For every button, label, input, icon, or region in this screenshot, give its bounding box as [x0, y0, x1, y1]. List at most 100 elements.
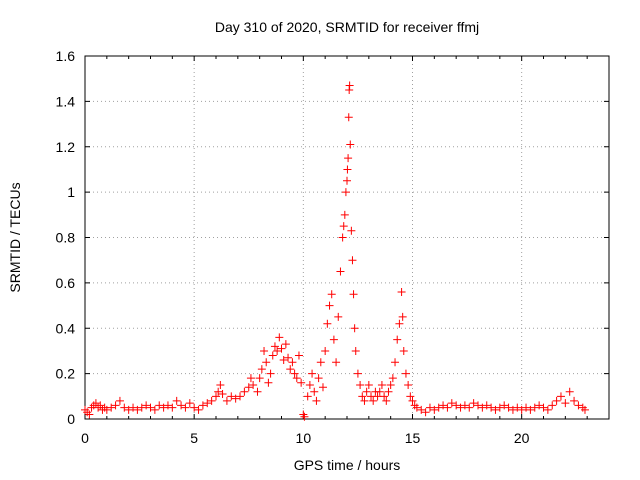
data-point: [297, 378, 306, 387]
data-point: [288, 358, 297, 367]
data-point: [447, 399, 456, 408]
data-point: [294, 351, 303, 360]
data-point: [349, 290, 358, 299]
data-point: [299, 410, 308, 419]
y-axis-label: SRMTID / TECUs: [7, 182, 23, 292]
data-point: [172, 396, 181, 405]
data-point: [548, 401, 557, 410]
data-point: [408, 396, 417, 405]
data-point: [264, 378, 273, 387]
data-point: [401, 369, 410, 378]
data-point: [142, 401, 151, 410]
data-points: [81, 81, 589, 421]
data-point: [286, 365, 295, 374]
data-point: [124, 405, 133, 414]
data-point: [574, 401, 583, 410]
data-point: [290, 369, 299, 378]
data-point: [129, 403, 138, 412]
data-point: [85, 410, 94, 419]
data-point: [344, 113, 353, 122]
data-point: [578, 403, 587, 412]
data-point: [190, 403, 199, 412]
data-point: [266, 369, 275, 378]
data-point: [456, 403, 465, 412]
data-point: [270, 342, 279, 351]
data-point: [465, 403, 474, 412]
data-point: [469, 399, 478, 408]
y-tick-label: 1.4: [56, 93, 76, 109]
data-point: [504, 403, 513, 412]
data-point: [350, 324, 359, 333]
data-point: [227, 392, 236, 401]
data-point: [207, 396, 216, 405]
data-point: [380, 392, 389, 401]
data-point: [96, 401, 105, 410]
data-point: [262, 358, 271, 367]
data-point: [348, 256, 357, 265]
data-point: [346, 140, 355, 149]
data-point: [530, 403, 539, 412]
data-point: [91, 399, 100, 408]
data-point: [314, 374, 323, 383]
data-point: [410, 401, 419, 410]
data-point: [377, 380, 386, 389]
data-point: [344, 154, 353, 163]
data-point: [146, 403, 155, 412]
data-point: [275, 333, 284, 342]
data-point: [214, 387, 223, 396]
data-point: [412, 403, 421, 412]
data-point: [325, 301, 334, 310]
data-point: [487, 403, 496, 412]
data-point: [277, 344, 286, 353]
data-point: [364, 380, 373, 389]
data-point: [439, 401, 448, 410]
data-point: [425, 403, 434, 412]
x-tick-label: 15: [405, 430, 421, 446]
data-point: [565, 387, 574, 396]
data-point: [495, 403, 504, 412]
data-point: [198, 401, 207, 410]
axes-layer: 0 5 10 15 20 0 0.2 0.4 0.6 0.8 1 1.2 1.4 1.6: [56, 48, 610, 446]
data-point: [279, 356, 288, 365]
data-point: [421, 408, 430, 417]
data-point: [356, 380, 365, 389]
data-point: [338, 233, 347, 242]
data-point: [284, 353, 293, 362]
data-point: [168, 403, 177, 412]
data-point: [513, 403, 522, 412]
data-point: [386, 380, 395, 389]
plot-frame: [84, 55, 610, 420]
data-point: [334, 312, 343, 321]
data-point: [360, 396, 369, 405]
data-point: [292, 374, 301, 383]
data-point: [240, 387, 249, 396]
y-tick-label: 0: [67, 411, 75, 427]
data-point: [404, 380, 413, 389]
data-point: [343, 176, 351, 185]
data-point: [391, 358, 400, 367]
data-point: [321, 346, 330, 355]
data-point: [107, 403, 116, 412]
data-point: [500, 401, 509, 410]
data-point: [397, 287, 406, 296]
data-point: [347, 226, 356, 235]
data-point: [358, 392, 367, 401]
data-point: [177, 401, 186, 410]
data-point: [460, 401, 469, 410]
data-point: [339, 222, 348, 231]
data-point: [341, 188, 350, 197]
data-point: [556, 392, 565, 401]
data-point: [491, 405, 500, 414]
data-point: [236, 392, 245, 401]
y-tick-label: 0.8: [56, 230, 76, 246]
data-point: [305, 380, 314, 389]
data-point: [332, 358, 341, 367]
data-point: [163, 401, 172, 410]
data-point: [343, 165, 352, 174]
y-tick-label: 1.2: [56, 139, 76, 155]
data-point: [253, 387, 262, 396]
data-point: [133, 405, 142, 414]
x-tick-label: 5: [190, 430, 198, 446]
data-point: [111, 401, 120, 410]
